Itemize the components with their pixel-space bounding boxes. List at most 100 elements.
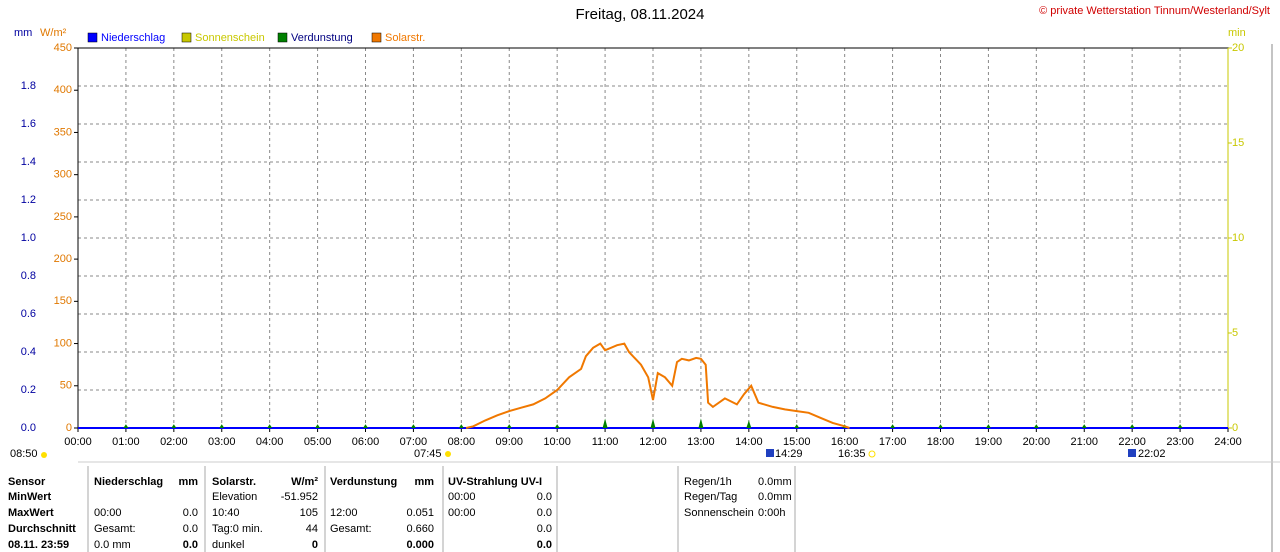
y-tick-label: 0.6 — [21, 308, 36, 320]
x-tick-label: 01:00 — [112, 436, 140, 448]
chart-title: Freitag, 08.11.2024 — [576, 6, 705, 23]
x-tick-label: 20:00 — [1023, 436, 1051, 448]
table-cell: Durchschnitt — [8, 523, 76, 535]
y-tick-label: 0 — [66, 422, 72, 434]
table-cell: W/m² — [291, 476, 318, 488]
table-cell: 00:00 — [94, 507, 122, 519]
table-cell: mm — [178, 476, 198, 488]
table-cell: 0.0 — [183, 523, 198, 535]
axis-unit: mm — [14, 27, 32, 39]
y-tick-label: 150 — [54, 295, 72, 307]
table-cell: 0:00h — [758, 507, 786, 519]
evaporation-marker — [458, 424, 464, 428]
evaporation-marker — [890, 424, 896, 428]
y-tick-label: 350 — [54, 126, 72, 138]
x-tick-label: 17:00 — [879, 436, 907, 448]
x-tick-label: 10:00 — [543, 436, 571, 448]
table-cell: Niederschlag — [94, 476, 163, 488]
x-tick-label: 16:00 — [831, 436, 859, 448]
table-cell: 0.0 — [183, 539, 198, 551]
table-cell: 0.000 — [406, 539, 434, 551]
table-cell: 0 — [312, 539, 318, 551]
solar-line — [465, 342, 850, 429]
x-tick-label: 24:00 — [1214, 436, 1242, 448]
table-cell: 0.660 — [406, 523, 434, 535]
evaporation-marker — [985, 424, 991, 428]
x-tick-label: 21:00 — [1070, 436, 1098, 448]
x-tick-label: 13:00 — [687, 436, 715, 448]
y-tick-label: 1.2 — [21, 194, 36, 206]
table-cell: 0.0 — [537, 523, 552, 535]
table-cell: Elevation — [212, 491, 257, 503]
y-tick-label: 0.0 — [21, 422, 36, 434]
table-cell: 10:40 — [212, 507, 240, 519]
y-tick-label: 0.2 — [21, 384, 36, 396]
sun-icon — [445, 451, 451, 457]
annotation: 14:29 — [775, 448, 803, 460]
table-cell: Gesamt: — [94, 523, 136, 535]
x-tick-label: 05:00 — [304, 436, 332, 448]
y-tick-label: 5 — [1232, 327, 1238, 339]
table-cell: Gesamt: — [330, 523, 372, 535]
x-tick-label: 02:00 — [160, 436, 188, 448]
axis-unit: min — [1228, 27, 1246, 39]
x-tick-label: 15:00 — [783, 436, 811, 448]
y-tick-label: 20 — [1232, 42, 1244, 54]
evaporation-marker — [1129, 424, 1135, 428]
evaporation-marker — [315, 424, 321, 428]
table-cell: Regen/Tag — [684, 491, 737, 503]
x-tick-label: 09:00 — [495, 436, 523, 448]
y-tick-label: 400 — [54, 84, 72, 96]
x-tick-label: 08:00 — [448, 436, 476, 448]
x-tick-label: 07:00 — [400, 436, 428, 448]
sun-icon — [41, 452, 47, 458]
y-tick-label: 450 — [54, 42, 72, 54]
x-tick-label: 18:00 — [927, 436, 955, 448]
annotation: 08:50 — [10, 448, 38, 460]
table-cell: mm — [414, 476, 434, 488]
y-tick-label: 15 — [1232, 137, 1244, 149]
x-tick-label: 19:00 — [975, 436, 1003, 448]
x-tick-label: 06:00 — [352, 436, 380, 448]
y-tick-label: 300 — [54, 169, 72, 181]
y-tick-label: 1.6 — [21, 118, 36, 130]
evaporation-marker — [171, 424, 177, 428]
table-cell: -51.952 — [281, 491, 318, 503]
evaporation-marker — [410, 424, 416, 428]
table-cell: 08.11. 23:59 — [8, 539, 69, 551]
table-cell: UV-Strahlung UV-I — [448, 476, 542, 488]
evaporation-marker — [219, 424, 225, 428]
table-cell: 0.0 mm — [94, 539, 131, 551]
table-cell: Sensor — [8, 476, 46, 488]
y-tick-label: 200 — [54, 253, 72, 265]
table-cell: 00:00 — [448, 507, 476, 519]
table-cell: 0.0 — [183, 507, 198, 519]
y-tick-label: 0 — [1232, 422, 1238, 434]
table-cell: MaxWert — [8, 507, 54, 519]
table-cell: 0.0 — [537, 539, 552, 551]
table-cell: Verdunstung — [330, 476, 397, 488]
table-cell: Sonnenschein — [684, 507, 754, 519]
evaporation-marker — [506, 424, 512, 428]
evaporation-marker — [698, 418, 704, 428]
annotation: 07:45 — [414, 448, 442, 460]
legend-label: Solarstr. — [385, 32, 425, 44]
evaporation-marker — [746, 420, 752, 428]
table-cell: 00:00 — [448, 491, 476, 503]
y-tick-label: 0.8 — [21, 270, 36, 282]
table-cell: 44 — [306, 523, 318, 535]
chart-subtitle: © private Wetterstation Tinnum/Westerlan… — [1039, 5, 1270, 17]
y-tick-label: 250 — [54, 211, 72, 223]
table-cell: Regen/1h — [684, 476, 732, 488]
legend-label: Verdunstung — [291, 32, 353, 44]
evaporation-marker — [1033, 424, 1039, 428]
table-cell: 0.0mm — [758, 491, 792, 503]
x-tick-label: 12:00 — [639, 436, 667, 448]
table-cell: 105 — [300, 507, 318, 519]
table-cell: 0.0 — [537, 507, 552, 519]
table-cell: Tag:0 min. — [212, 523, 263, 535]
table-cell: 12:00 — [330, 507, 358, 519]
moon-icon — [766, 449, 774, 457]
evaporation-marker — [1177, 424, 1183, 428]
